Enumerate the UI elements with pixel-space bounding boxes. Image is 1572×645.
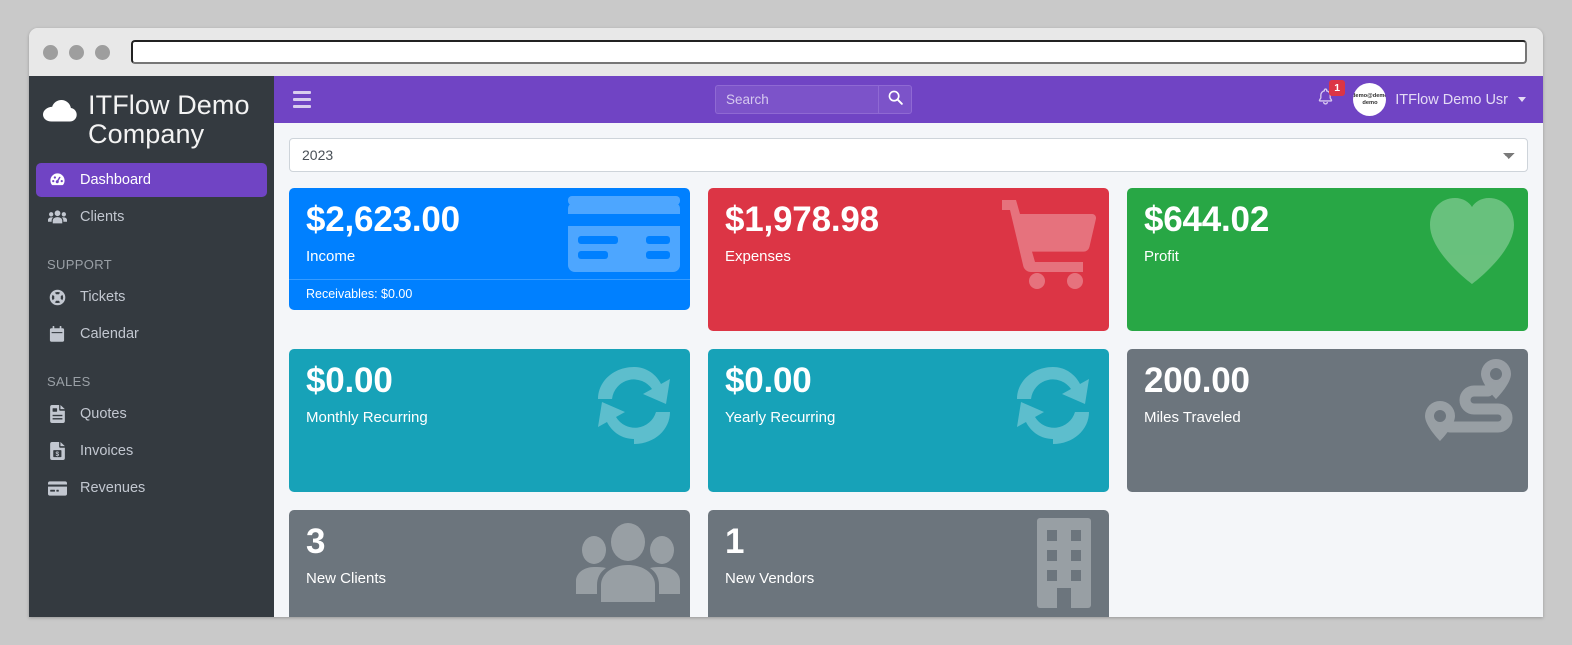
sidebar-item-quotes[interactable]: Quotes <box>36 397 267 431</box>
dashboard-gauge-icon <box>47 172 67 189</box>
close-window-button[interactable] <box>43 44 58 60</box>
caret-down-icon <box>1518 97 1526 102</box>
sidebar-item-invoices[interactable]: $ Invoices <box>36 434 267 468</box>
stat-card-value: $1,978.98 <box>724 200 879 239</box>
stat-card-cell: $2,623.00 Income Receivables: $0.00 <box>280 188 699 331</box>
lifebuoy-icon <box>47 289 67 306</box>
sidebar-section-support-header: SUPPORT <box>47 257 113 273</box>
stat-card-body: $0.00 Monthly Recurring <box>289 349 690 440</box>
stat-card-value: 200.00 <box>1143 361 1250 400</box>
svg-text:$: $ <box>55 451 59 458</box>
topbar-right-cluster: 1 demo@demo demo ITFlow Demo Usr <box>1304 80 1526 116</box>
stat-card-label: Monthly Recurring <box>306 408 428 426</box>
hamburger-icon[interactable] <box>288 86 316 114</box>
sidebar-item-label: Quotes <box>80 406 127 423</box>
calendar-icon <box>47 325 67 343</box>
bell-icon <box>1317 88 1334 111</box>
content-area: 2023 2022 2021 <box>274 123 1543 617</box>
stat-card-cell: $1,978.98 Expenses <box>699 188 1118 331</box>
user-name-label: ITFlow Demo Usr <box>1395 91 1508 108</box>
sidebar-item-label: Calendar <box>80 326 139 343</box>
sidebar-item-calendar[interactable]: Calendar <box>36 317 267 351</box>
stat-card-yearly-recurring[interactable]: $0.00 Yearly Recurring <box>707 349 1109 492</box>
user-menu[interactable]: demo@demo demo ITFlow Demo Usr <box>1347 83 1526 116</box>
search-input[interactable] <box>715 85 878 114</box>
top-navbar: 1 demo@demo demo ITFlow Demo Usr <box>274 76 1543 123</box>
stat-card-value: $644.02 <box>1143 200 1270 239</box>
cloud-icon <box>43 100 77 127</box>
stat-card-cell: 3 New Clients <box>280 510 699 617</box>
sidebar-item-clients[interactable]: Clients <box>36 200 267 234</box>
sidebar-item-label: Revenues <box>80 480 146 497</box>
stat-cards-grid: $2,623.00 Income Receivables: $0.00 <box>280 188 1537 617</box>
stat-card-body: $0.00 Yearly Recurring <box>708 349 1109 440</box>
stat-card-expenses[interactable]: $1,978.98 Expenses <box>707 188 1109 331</box>
stat-card-miles-traveled[interactable]: 200.00 Miles Traveled <box>1126 349 1528 492</box>
sidebar-item-tickets[interactable]: Tickets <box>36 280 267 314</box>
stat-card-label: Profit <box>1143 247 1179 265</box>
stat-card-cell: $644.02 Profit <box>1118 188 1537 331</box>
search-form <box>715 85 912 114</box>
stat-card-cell: 1 New Vendors <box>699 510 1118 617</box>
browser-chrome-bar <box>29 28 1543 76</box>
search-button[interactable] <box>878 85 912 114</box>
stat-card-new-clients[interactable]: 3 New Clients <box>289 510 690 617</box>
stat-card-value: 1 <box>724 522 745 561</box>
stat-card-body: $2,623.00 Income <box>289 188 690 279</box>
stat-card-income[interactable]: $2,623.00 Income Receivables: $0.00 <box>289 188 690 310</box>
credit-card-icon <box>47 481 67 496</box>
browser-window: ITFlow Demo Company Dashboard <box>29 28 1543 617</box>
file-invoice-dollar-icon: $ <box>47 442 67 461</box>
search-icon <box>888 90 903 110</box>
file-quote-icon <box>47 405 67 424</box>
stat-card-footer: Receivables: $0.00 <box>289 278 690 310</box>
application-root: ITFlow Demo Company Dashboard <box>29 76 1543 617</box>
sidebar-brand[interactable]: ITFlow Demo Company <box>29 80 274 157</box>
stat-card-body: 3 New Clients <box>289 510 690 601</box>
window-controls <box>43 44 110 60</box>
sidebar-item-revenues[interactable]: Revenues <box>36 471 267 505</box>
stat-card-profit[interactable]: $644.02 Profit <box>1126 188 1528 331</box>
avatar-line-2: demo <box>1362 99 1378 106</box>
stat-card-label: Expenses <box>724 247 791 265</box>
sidebar-item-label: Clients <box>80 209 125 226</box>
stat-card-value: $0.00 <box>724 361 812 400</box>
stat-card-value: $2,623.00 <box>306 200 460 239</box>
stat-card-new-vendors[interactable]: 1 New Vendors <box>707 510 1109 617</box>
users-icon <box>47 209 67 225</box>
sidebar-item-label: Dashboard <box>80 172 151 189</box>
sidebar-section-sales-header: SALES <box>47 374 91 390</box>
stat-card-cell: $0.00 Monthly Recurring <box>280 349 699 492</box>
stat-card-label: Yearly Recurring <box>724 408 836 426</box>
stat-card-label: Income <box>306 247 356 265</box>
sidebar-item-dashboard[interactable]: Dashboard <box>36 163 267 198</box>
stat-card-body: $1,978.98 Expenses <box>708 188 1109 279</box>
stat-card-cell: $0.00 Yearly Recurring <box>699 349 1118 492</box>
sidebar: ITFlow Demo Company Dashboard <box>29 76 274 617</box>
stat-card-value: 3 <box>306 522 326 561</box>
stat-card-monthly-recurring[interactable]: $0.00 Monthly Recurring <box>289 349 690 492</box>
stat-card-cell: 200.00 Miles Traveled <box>1118 349 1537 492</box>
stat-card-label: Miles Traveled <box>1143 408 1241 426</box>
stat-card-body: 200.00 Miles Traveled <box>1127 349 1528 440</box>
stat-card-label: New Clients <box>306 569 387 587</box>
notification-count-badge: 1 <box>1329 80 1346 96</box>
avatar-line-1: demo@demo <box>1353 93 1387 100</box>
address-bar[interactable] <box>131 40 1527 64</box>
stat-card-body: 1 New Vendors <box>708 510 1109 601</box>
sidebar-item-label: Tickets <box>80 289 126 306</box>
sidebar-brand-label: ITFlow Demo Company <box>88 90 250 150</box>
sidebar-nav: Dashboard Clients <box>29 157 274 505</box>
notifications-button[interactable]: 1 <box>1304 80 1347 111</box>
stat-card-value: $0.00 <box>306 361 393 400</box>
main-area: 1 demo@demo demo ITFlow Demo Usr 2023 <box>274 76 1543 617</box>
minimize-window-button[interactable] <box>69 44 84 60</box>
year-filter-select[interactable]: 2023 2022 2021 <box>289 138 1528 172</box>
maximize-window-button[interactable] <box>95 44 110 60</box>
sidebar-item-label: Invoices <box>80 443 134 460</box>
stat-card-body: $644.02 Profit <box>1127 188 1528 279</box>
stat-card-label: New Vendors <box>724 569 815 587</box>
avatar: demo@demo demo <box>1353 83 1387 116</box>
